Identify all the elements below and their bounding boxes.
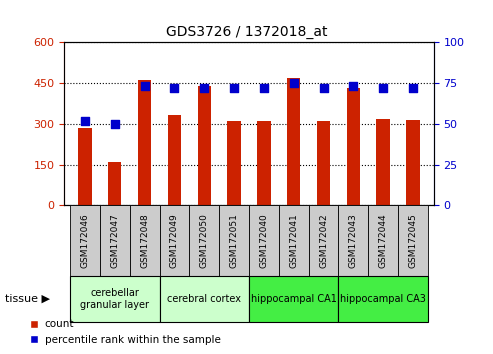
Text: GSM172051: GSM172051: [230, 213, 239, 268]
Point: [350, 84, 357, 89]
Bar: [198, 86, 211, 205]
Bar: [377, 119, 390, 205]
Bar: [227, 121, 241, 205]
Bar: [287, 78, 300, 205]
Text: GSM172050: GSM172050: [200, 213, 209, 268]
Bar: [406, 120, 420, 205]
Point: [230, 85, 238, 91]
Point: [111, 121, 119, 127]
Bar: [257, 121, 271, 205]
Point: [379, 85, 387, 91]
Point: [319, 85, 327, 91]
Text: GSM172045: GSM172045: [409, 213, 418, 268]
Point: [200, 85, 208, 91]
Text: GSM172047: GSM172047: [110, 213, 119, 268]
Text: GSM172041: GSM172041: [289, 213, 298, 268]
Point: [260, 85, 268, 91]
Text: hippocampal CA1: hippocampal CA1: [251, 294, 337, 304]
Point: [409, 85, 417, 91]
Text: GSM172046: GSM172046: [80, 213, 89, 268]
Legend: count, percentile rank within the sample: count, percentile rank within the sample: [25, 315, 225, 349]
Point: [141, 84, 148, 89]
Text: GSM172042: GSM172042: [319, 213, 328, 268]
Point: [290, 80, 298, 86]
Text: cerebral cortex: cerebral cortex: [167, 294, 241, 304]
Bar: [347, 87, 360, 205]
Point: [171, 85, 178, 91]
Bar: [138, 80, 151, 205]
Text: cerebellar
granular layer: cerebellar granular layer: [80, 288, 149, 310]
Text: GSM172043: GSM172043: [349, 213, 358, 268]
Text: GSM172044: GSM172044: [379, 213, 387, 268]
Point: [81, 118, 89, 124]
Bar: [78, 128, 92, 205]
Text: tissue ▶: tissue ▶: [5, 294, 50, 304]
Bar: [168, 115, 181, 205]
Text: GDS3726 / 1372018_at: GDS3726 / 1372018_at: [166, 25, 327, 39]
Text: hippocampal CA3: hippocampal CA3: [340, 294, 426, 304]
Bar: [317, 121, 330, 205]
Text: GSM172040: GSM172040: [259, 213, 268, 268]
Text: GSM172049: GSM172049: [170, 213, 179, 268]
Text: GSM172048: GSM172048: [140, 213, 149, 268]
Bar: [108, 162, 121, 205]
